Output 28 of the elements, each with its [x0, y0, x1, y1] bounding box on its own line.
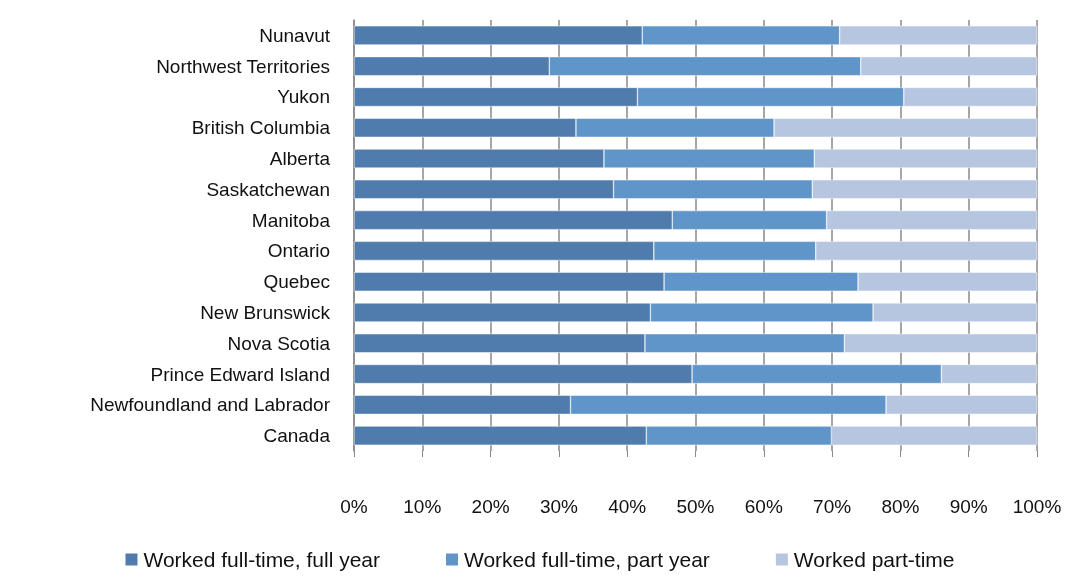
x-tick-label: 50% [676, 496, 715, 517]
y-tick-label: British Columbia [191, 117, 331, 139]
x-tick-label: 0% [340, 496, 368, 517]
x-tick-label: 80% [881, 496, 920, 517]
y-tick-label: Nova Scotia [227, 332, 331, 354]
legend-label: Worked part-time [793, 548, 955, 571]
legend-label: Worked full-time, part year [464, 548, 710, 571]
x-tick-label: 100% [1012, 496, 1062, 517]
x-tick-label: 70% [813, 496, 852, 517]
legend-label: Worked full-time, full year [143, 548, 381, 571]
y-tick-label: Canada [263, 425, 331, 447]
x-tick-label: 40% [608, 496, 647, 517]
x-tick-label: 60% [744, 496, 783, 517]
y-tick-label: Northwest Territories [156, 55, 330, 77]
x-tick-label: 30% [539, 496, 579, 517]
x-tick-label: 90% [949, 496, 988, 517]
y-tick-label: Manitoba [251, 209, 331, 231]
y-tick-label: Prince Edward Island [150, 363, 330, 385]
y-tick-label: Saskatchewan [206, 178, 330, 200]
y-tick-label: Quebec [263, 271, 330, 293]
x-tick-label: 10% [403, 496, 442, 517]
x-tick-label: 20% [471, 496, 510, 517]
y-tick-label: Newfoundland and Labrador [90, 394, 331, 416]
y-tick-label: Nunavut [259, 24, 331, 46]
y-tick-label: Yukon [277, 86, 330, 108]
y-tick-label: New Brunswick [200, 301, 331, 323]
y-tick-label: Alberta [269, 148, 331, 170]
y-tick-label: Ontario [267, 240, 330, 262]
